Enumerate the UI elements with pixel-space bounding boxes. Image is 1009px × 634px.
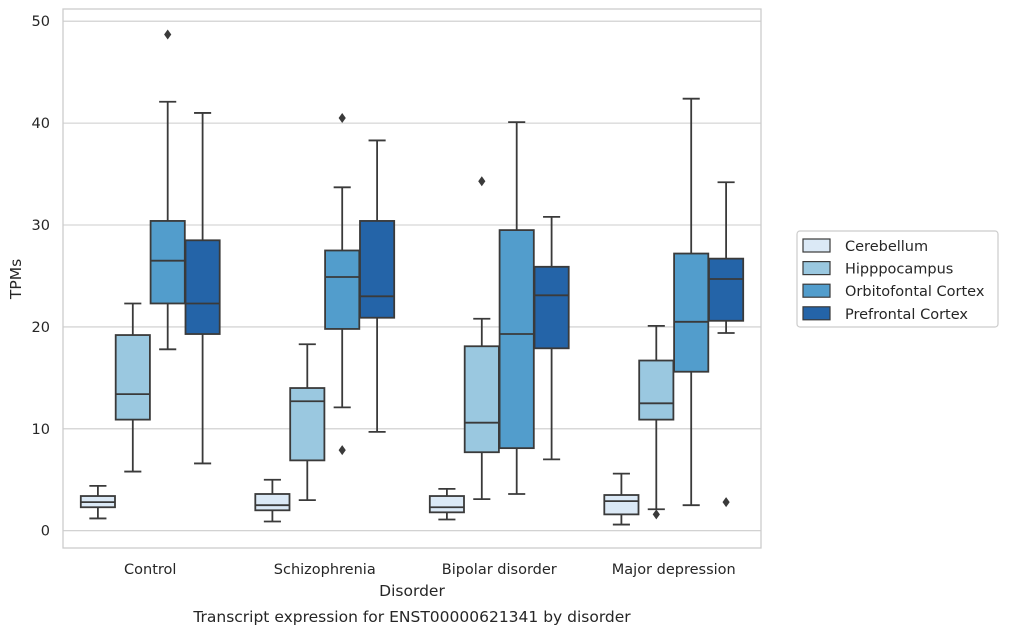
y-tick-label-10: 10: [32, 422, 50, 438]
box-0-3: [603, 472, 640, 526]
box-body: [289, 387, 326, 462]
box-1-2: [463, 176, 500, 500]
legend-label-3: Prefrontal Cortex: [845, 307, 968, 323]
box-3-0: [184, 112, 221, 465]
outlier-point: [338, 445, 346, 456]
box-body: [498, 229, 535, 450]
box-2-0: [149, 29, 186, 351]
legend-swatch-1: [802, 261, 831, 276]
box-body: [359, 220, 396, 319]
x-axis-title: Disorder: [379, 582, 445, 600]
box-body: [254, 493, 291, 512]
legend-box: [796, 230, 999, 328]
box-body: [708, 257, 745, 322]
box-body: [463, 345, 500, 454]
legend-label-0: Cerebellum: [845, 239, 928, 255]
figure-caption: Transcript expression for ENST0000062134…: [192, 608, 631, 626]
box-3-2: [533, 215, 570, 461]
outlier-point: [338, 113, 346, 124]
y-tick-label-30: 30: [32, 218, 50, 234]
legend-swatch-3: [802, 306, 831, 321]
y-axis-ticks: 0 10 20 30 40 50: [32, 14, 50, 539]
x-axis-ticks: Control Schizophrenia Bipolar disorder Majo…: [124, 562, 736, 578]
box-body: [673, 252, 710, 373]
box-2-3: [673, 97, 710, 507]
x-tick-label-3: Major depression: [612, 562, 736, 578]
legend: Cerebellum Hipppocampus Orbitofontal Corte…: [796, 230, 999, 328]
box-body: [428, 495, 465, 514]
legend-swatch-0: [802, 238, 831, 253]
box-2-1: [324, 113, 361, 456]
outlier-point: [722, 497, 730, 508]
y-tick-label-50: 50: [32, 14, 50, 30]
box-body: [149, 220, 186, 305]
box-body: [324, 249, 361, 330]
plot-area: [79, 29, 745, 526]
y-tick-label-40: 40: [32, 116, 50, 132]
x-tick-label-1: Schizophrenia: [274, 562, 376, 578]
box-3-1: [359, 139, 396, 433]
box-0-1: [254, 478, 291, 523]
box-body: [533, 265, 570, 350]
outlier-point: [164, 29, 172, 40]
legend-label-1: Hipppocampus: [845, 262, 953, 278]
x-tick-label-2: Bipolar disorder: [442, 562, 557, 578]
box-0-2: [428, 488, 465, 521]
legend-label-2: Orbitofontal Cortex: [845, 284, 985, 300]
box-body: [114, 334, 151, 421]
box-body: [184, 239, 221, 335]
outlier-point: [652, 509, 660, 520]
box-2-2: [498, 121, 535, 495]
plot-frame: [62, 8, 762, 549]
box-body: [603, 494, 640, 516]
box-1-1: [289, 343, 326, 502]
x-tick-label-0: Control: [124, 562, 176, 578]
plot-border: [62, 8, 762, 549]
outlier-point: [478, 176, 486, 187]
y-tick-label-0: 0: [41, 524, 50, 540]
box-1-0: [114, 302, 151, 473]
y-axis-title: TPMs: [7, 259, 25, 300]
legend-swatch-2: [802, 283, 831, 298]
box-0-0: [79, 484, 116, 520]
box-3-3: [708, 181, 745, 508]
box-body: [638, 359, 675, 421]
box-1-3: [638, 324, 675, 520]
y-tick-label-20: 20: [32, 320, 50, 336]
